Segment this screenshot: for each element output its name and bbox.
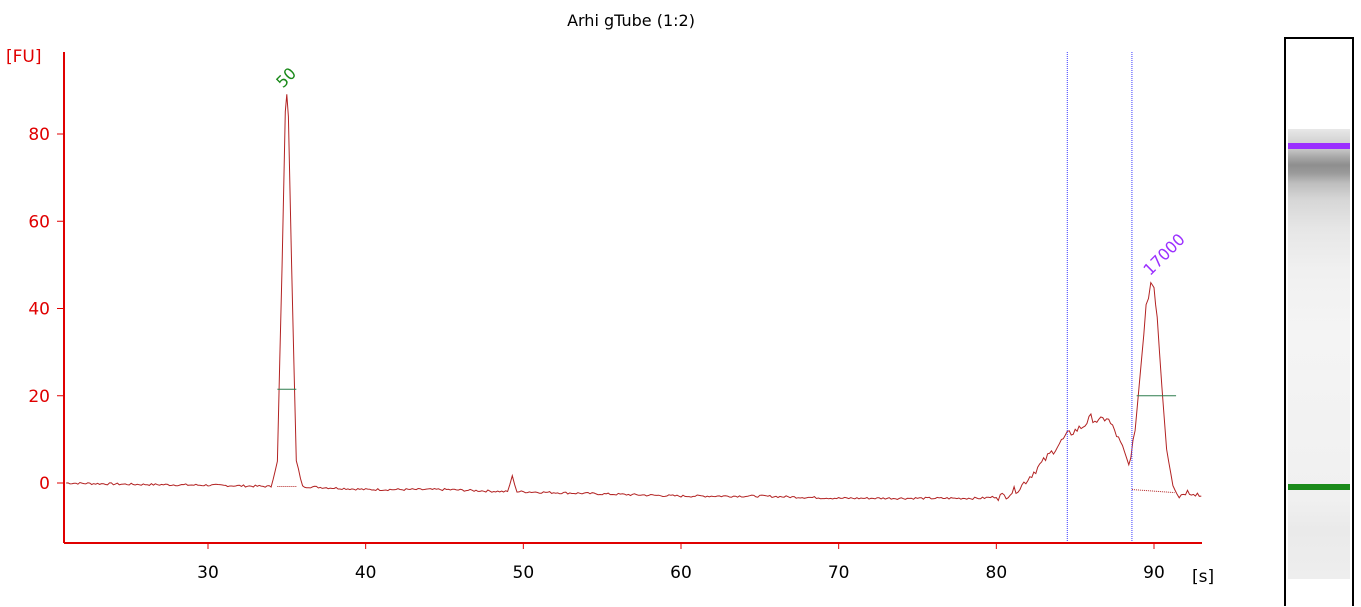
x-tick-label: 90 xyxy=(1143,563,1165,583)
y-tick-label: 60 xyxy=(28,212,50,232)
chart-marks: 30 40 50 60 70 80 90 0 20 40 60 80 50 17000 xyxy=(28,52,1189,583)
y-tick-label: 0 xyxy=(39,474,50,494)
x-tick-label: 60 xyxy=(670,563,692,583)
x-axis-unit: [s] xyxy=(1192,567,1214,587)
signal-trace xyxy=(66,94,1202,502)
upper-marker-band xyxy=(1288,143,1350,149)
x-tick-label: 40 xyxy=(355,563,377,583)
gel-smear xyxy=(1288,129,1350,579)
electropherogram-chart: Arhi gTube (1:2) [FU] [s] 30 40 50 60 70 80 90… xyxy=(6,11,1214,587)
y-tick-label: 80 xyxy=(28,125,50,145)
x-tick-label: 70 xyxy=(828,563,850,583)
y-tick-label: 40 xyxy=(28,300,50,320)
peak-label: 50 xyxy=(272,64,300,92)
x-tick-label: 80 xyxy=(986,563,1008,583)
lower-marker-band xyxy=(1288,484,1350,490)
gel-image-lane xyxy=(1284,37,1354,606)
y-tick-label: 20 xyxy=(28,387,50,407)
peak-label: 17000 xyxy=(1139,230,1188,279)
x-tick-label: 50 xyxy=(513,563,535,583)
y-axis-unit: [FU] xyxy=(6,47,42,67)
peak-baseline xyxy=(1131,489,1175,494)
x-tick-label: 30 xyxy=(197,563,219,583)
chart-title: Arhi gTube (1:2) xyxy=(567,11,695,30)
